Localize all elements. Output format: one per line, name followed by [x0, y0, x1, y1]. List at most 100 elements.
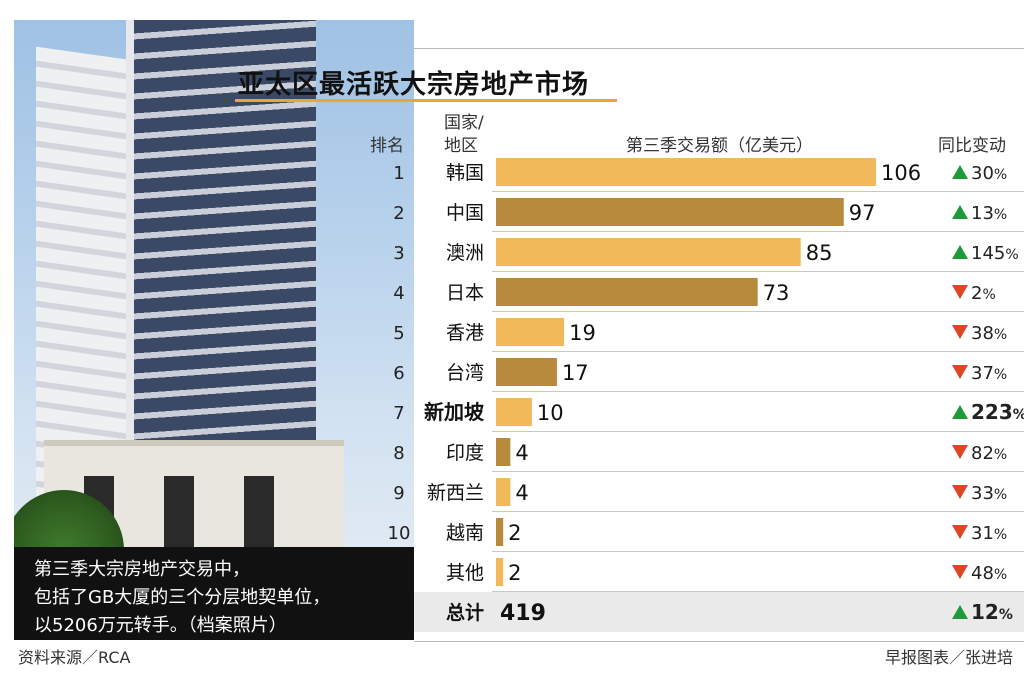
header-value: 第三季交易额（亿美元）	[626, 136, 813, 156]
rank-label: 7	[393, 403, 404, 424]
percent-sign: %	[994, 487, 1007, 503]
down-triangle-icon	[952, 325, 968, 339]
percent-sign: %	[1013, 407, 1024, 423]
chart-title: 亚太区最活跃大宗房地产市场	[238, 70, 590, 100]
region-label: 台湾	[446, 362, 484, 384]
change-value: 48%	[971, 563, 1007, 584]
bar	[496, 558, 504, 586]
bar-value-label: 97	[849, 201, 876, 225]
change-value: 145%	[971, 243, 1019, 264]
up-triangle-icon	[952, 245, 968, 259]
region-label: 新西兰	[427, 482, 484, 504]
percent-sign: %	[994, 327, 1007, 343]
photo-caption-line: 包括了GB大厦的三个分层地契单位，	[34, 587, 331, 608]
bar-value-label: 4	[515, 441, 528, 465]
change-value: 38%	[971, 323, 1007, 344]
bar	[496, 438, 511, 466]
header-change: 同比变动	[938, 136, 1006, 156]
source-left: 资料来源／RCA	[18, 648, 131, 667]
rank-label: 1	[393, 163, 404, 184]
header-region-line1: 国家/	[444, 113, 484, 133]
bar-value-label: 106	[881, 161, 921, 185]
bar	[496, 238, 801, 266]
bar	[496, 278, 758, 306]
bar-value-label: 4	[515, 481, 528, 505]
change-value: 33%	[971, 483, 1007, 504]
rank-label: 5	[393, 323, 404, 344]
down-triangle-icon	[952, 485, 968, 499]
change-number: 82	[971, 443, 994, 464]
percent-sign: %	[1005, 247, 1018, 263]
change-number: 2	[971, 283, 982, 304]
percent-sign: %	[994, 367, 1007, 383]
total-row-background	[414, 592, 1024, 632]
change-number: 13	[971, 203, 994, 224]
rank-label: 8	[393, 443, 404, 464]
region-label: 中国	[446, 202, 484, 224]
rank-label: 9	[393, 483, 404, 504]
down-triangle-icon	[952, 565, 968, 579]
bar-value-label: 73	[763, 281, 790, 305]
header-region-line2: 地区	[444, 136, 478, 156]
change-value: 31%	[971, 523, 1007, 544]
percent-sign: %	[994, 567, 1007, 583]
region-label: 越南	[446, 522, 484, 544]
change-value: 30%	[971, 163, 1007, 184]
photo-caption: 第三季大宗房地产交易中， 包括了GB大厦的三个分层地契单位， 以5206万元转手…	[14, 547, 414, 640]
down-triangle-icon	[952, 365, 968, 379]
bar-value-label: 2	[508, 521, 521, 545]
change-number: 48	[971, 563, 994, 584]
bar-value-label: 85	[806, 241, 833, 265]
change-number: 145	[971, 243, 1005, 264]
change-number: 12	[971, 600, 999, 624]
change-value: 37%	[971, 363, 1007, 384]
change-value: 2%	[971, 283, 996, 304]
percent-sign: %	[994, 447, 1007, 463]
up-triangle-icon	[952, 165, 968, 179]
total-value: 419	[500, 601, 546, 626]
up-triangle-icon	[952, 605, 968, 619]
percent-sign: %	[994, 207, 1007, 223]
percent-sign: %	[999, 607, 1013, 623]
region-label: 印度	[446, 442, 484, 464]
region-label: 香港	[446, 322, 484, 344]
change-number: 30	[971, 163, 994, 184]
percent-sign: %	[994, 167, 1007, 183]
chart-frame	[414, 48, 1024, 642]
bar-value-label: 19	[569, 321, 596, 345]
change-value: 13%	[971, 203, 1007, 224]
region-label: 韩国	[446, 162, 484, 184]
rank-label: 3	[393, 243, 404, 264]
region-label: 新加坡	[424, 400, 485, 424]
rank-label: 10	[388, 523, 411, 544]
building-photo: 第三季大宗房地产交易中， 包括了GB大厦的三个分层地契单位， 以5206万元转手…	[14, 20, 414, 640]
change-number: 223	[971, 400, 1013, 424]
bar	[496, 158, 876, 186]
up-triangle-icon	[952, 405, 968, 419]
bar	[496, 398, 532, 426]
bar-value-label: 17	[562, 361, 589, 385]
region-label: 澳洲	[446, 242, 484, 264]
down-triangle-icon	[952, 445, 968, 459]
change-value: 223%	[971, 400, 1024, 424]
rank-label: 6	[393, 363, 404, 384]
change-number: 38	[971, 323, 994, 344]
change-number: 31	[971, 523, 994, 544]
up-triangle-icon	[952, 205, 968, 219]
change-number: 33	[971, 483, 994, 504]
bar-value-label: 10	[537, 401, 564, 425]
bar	[496, 318, 565, 346]
percent-sign: %	[994, 527, 1007, 543]
region-label: 日本	[446, 282, 484, 304]
total-label: 总计	[446, 601, 484, 624]
down-triangle-icon	[952, 285, 968, 299]
header-rank: 排名	[370, 136, 404, 156]
change-number: 37	[971, 363, 994, 384]
bar	[496, 198, 844, 226]
bar	[496, 358, 557, 386]
region-label: 其他	[446, 562, 484, 584]
rank-label: 4	[393, 283, 404, 304]
photo-caption-line: 第三季大宗房地产交易中，	[34, 559, 250, 580]
bar-value-label: 2	[508, 561, 521, 585]
